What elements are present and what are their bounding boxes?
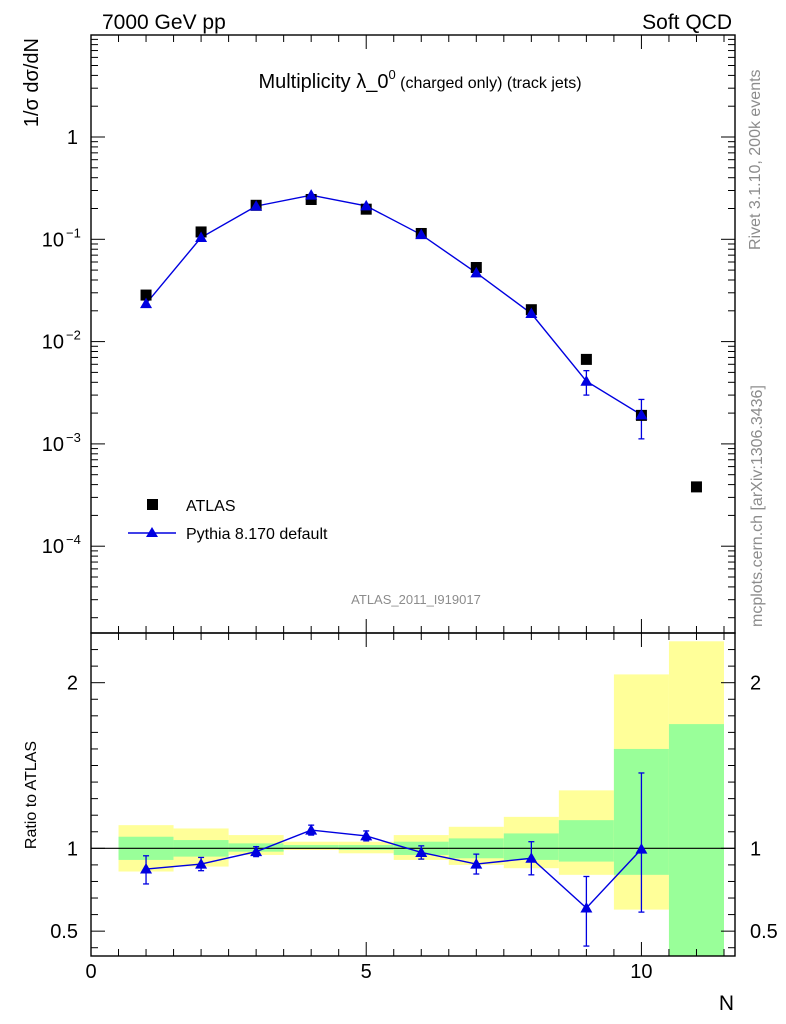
ratio-y-tick-label-right: 1 [750, 838, 761, 860]
plot-title: Multiplicity λ_00 (charged only) (track … [258, 67, 581, 93]
header-process-label: Soft QCD [642, 11, 732, 34]
ratio-y-tick-label: 0.5 [50, 921, 78, 943]
y-tick-label: 10 [42, 332, 64, 354]
ratio-band-inner [338, 845, 394, 850]
ratio-y-axis-label: Ratio to ATLAS [23, 741, 40, 849]
pythia-data-point [415, 228, 428, 240]
y-tick-label-exponent: −3 [66, 430, 81, 445]
analysis-label: ATLAS_2011_I919017 [351, 592, 481, 607]
y-tick-label: 1 [67, 127, 78, 149]
ratio-data-point [195, 858, 208, 869]
atlas-data-point [690, 481, 702, 493]
ratio-y-tick-label: 1 [67, 838, 78, 860]
atlas-data-point [580, 353, 592, 365]
x-tick-label: 0 [85, 961, 96, 983]
pythia-data-point [525, 307, 538, 319]
y-tick-label: 10 [42, 536, 64, 558]
y-axis-label: 1/σ dσ/dN [21, 38, 43, 127]
y-tick-label-exponent: −2 [66, 328, 81, 343]
y-tick-label-exponent: −4 [66, 532, 81, 547]
ratio-data-point [415, 846, 428, 857]
legend-atlas-marker [147, 499, 158, 510]
ratio-data-point [250, 845, 263, 857]
ratio-data-point [140, 863, 153, 874]
rivet-version-label: Rivet 3.1.10, 200k events [747, 69, 764, 250]
pythia-data-point [305, 189, 318, 200]
mcplots-reference-label: mcplots.cern.ch [arXiv:1306.3436] [749, 385, 766, 627]
ratio-band-inner [668, 724, 724, 956]
ratio-band-inner [558, 820, 614, 862]
ratio-panel-frame [90, 632, 736, 957]
main-panel-frame [90, 34, 736, 634]
y-tick-label: 10 [42, 229, 64, 251]
pythia-data-point [250, 200, 263, 211]
ratio-data-point [525, 852, 538, 863]
pythia-data-point [195, 231, 208, 243]
ratio-y-tick-label: 2 [67, 673, 78, 695]
pythia-series-line [145, 194, 642, 416]
ratio-data-point [305, 824, 318, 835]
legend: ATLAS Pythia 8.170 default [128, 498, 328, 543]
ratio-data-point [580, 901, 593, 913]
legend-pythia-label: Pythia 8.170 default [186, 526, 328, 543]
x-axis-label: N [719, 992, 734, 1015]
ratio-y-tick-label-right: 2 [750, 673, 761, 695]
main-panel: 110−110−210−310−4 Multiplicity λ_00 (cha… [21, 34, 736, 634]
ratio-y-tick-label-right: 0.5 [750, 921, 778, 943]
pythia-data-point [360, 199, 373, 211]
ratio-data-point [360, 829, 373, 841]
pythia-data-point [140, 297, 153, 309]
x-tick-label: 10 [630, 961, 652, 983]
pythia-data-point [580, 375, 593, 386]
y-tick-label: 10 [42, 434, 64, 456]
atlas-data-point [140, 289, 152, 301]
ratio-band-inner [283, 845, 339, 849]
ratio-panel: 0.5 0.5 1 1 2 2 0 5 10 Ratio to ATLAS N [23, 632, 778, 1015]
ratio-data-point [470, 858, 483, 869]
header-energy-label: 7000 GeV pp [102, 11, 226, 34]
x-tick-label: 5 [361, 961, 372, 983]
pythia-data-point [470, 266, 483, 278]
ratio-data-point [635, 843, 648, 854]
y-tick-label-exponent: −1 [66, 225, 81, 240]
legend-atlas-label: ATLAS [186, 498, 236, 515]
ratio-series-line [145, 829, 642, 909]
pythia-data-point [635, 408, 648, 420]
legend-pythia-marker [146, 527, 158, 537]
